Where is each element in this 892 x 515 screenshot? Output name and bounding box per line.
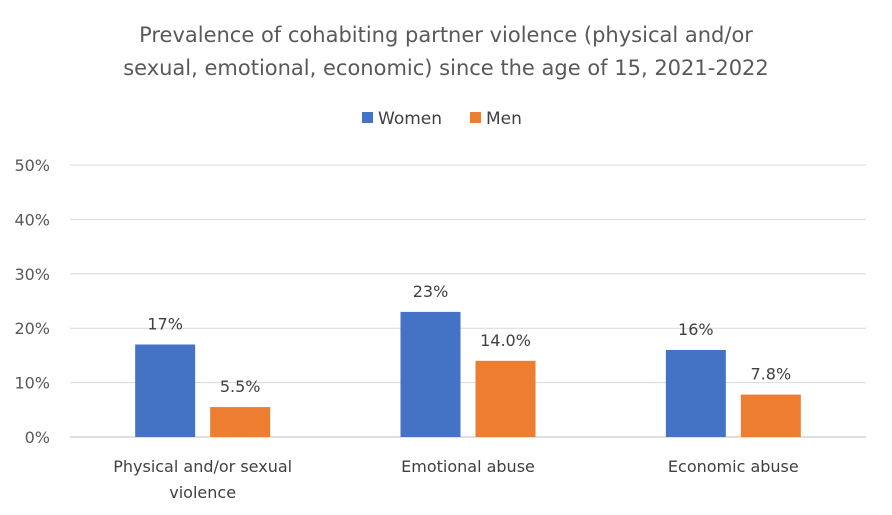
category-label: Physical and/or sexual (113, 457, 292, 476)
data-label-women: 16% (678, 320, 714, 339)
bar-women (665, 349, 726, 437)
y-tick-label: 10% (14, 374, 50, 393)
data-labels: 17% 5.5% 23% 14.0% 16% 7.8% (147, 282, 791, 396)
legend-label-women: Women (378, 109, 442, 129)
bar-women (135, 344, 196, 437)
chart-title-line: sexual, emotional, economic) since the a… (123, 56, 769, 80)
y-tick-label: 20% (14, 319, 50, 338)
data-label-men: 14.0% (480, 331, 531, 350)
bar-men (740, 394, 801, 437)
y-tick-label: 40% (14, 210, 50, 229)
bar-men (475, 360, 536, 437)
legend: Women Men (362, 109, 522, 129)
y-tick-label: 50% (14, 156, 50, 175)
bar-men (210, 407, 271, 437)
data-label-women: 23% (413, 282, 449, 301)
legend-swatch-men (470, 112, 481, 123)
y-tick-label: 30% (14, 265, 50, 284)
chart-title-line: Prevalence of cohabiting partner violenc… (139, 23, 753, 47)
category-label: violence (169, 483, 236, 502)
data-label-men: 7.8% (751, 365, 792, 384)
category-label: Emotional abuse (401, 457, 535, 476)
legend-swatch-women (362, 112, 373, 123)
chart-title: Prevalence of cohabiting partner violenc… (123, 23, 769, 80)
y-axis-ticks: 0% 10% 20% 30% 40% 50% (14, 156, 50, 447)
bars (135, 311, 801, 437)
data-label-men: 5.5% (220, 377, 261, 396)
legend-label-men: Men (486, 109, 522, 129)
gridlines (70, 164, 866, 438)
data-label-women: 17% (147, 315, 183, 334)
x-axis-categories: Physical and/or sexual violence Emotional … (113, 457, 799, 502)
bar-women (400, 311, 461, 437)
category-label: Economic abuse (668, 457, 799, 476)
y-tick-label: 0% (25, 428, 50, 447)
